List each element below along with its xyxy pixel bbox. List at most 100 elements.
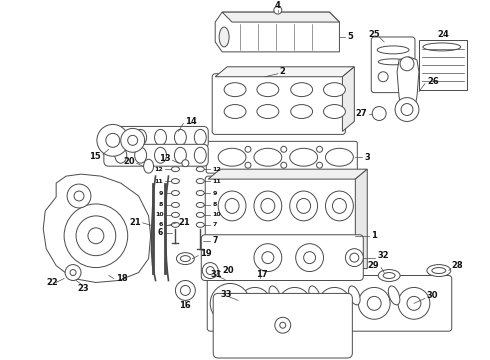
FancyBboxPatch shape [104, 126, 208, 148]
Ellipse shape [172, 167, 179, 172]
Polygon shape [43, 174, 150, 283]
Circle shape [395, 98, 419, 121]
Text: 21: 21 [178, 218, 190, 227]
Ellipse shape [115, 129, 127, 145]
Text: 10: 10 [212, 212, 221, 217]
Ellipse shape [224, 104, 246, 118]
Text: 7: 7 [212, 222, 217, 227]
Ellipse shape [154, 129, 167, 145]
Circle shape [248, 296, 262, 310]
Circle shape [407, 296, 421, 310]
Ellipse shape [423, 43, 461, 51]
Ellipse shape [290, 148, 318, 166]
Circle shape [245, 162, 251, 168]
Ellipse shape [196, 212, 204, 217]
Circle shape [367, 296, 381, 310]
FancyBboxPatch shape [371, 37, 415, 93]
Ellipse shape [325, 148, 353, 166]
Ellipse shape [195, 147, 206, 163]
Polygon shape [208, 169, 367, 179]
Ellipse shape [172, 212, 179, 217]
Text: 30: 30 [427, 291, 439, 300]
FancyBboxPatch shape [205, 176, 358, 271]
Ellipse shape [427, 265, 451, 276]
Text: 25: 25 [368, 31, 380, 40]
Circle shape [64, 204, 128, 267]
Ellipse shape [220, 244, 244, 258]
Text: 9: 9 [212, 190, 217, 195]
Circle shape [210, 283, 250, 323]
Circle shape [401, 104, 413, 116]
Ellipse shape [332, 198, 346, 213]
Ellipse shape [176, 253, 195, 265]
Circle shape [358, 287, 390, 319]
Circle shape [65, 265, 81, 280]
Ellipse shape [172, 222, 179, 227]
Text: 6: 6 [157, 228, 163, 237]
Bar [419, 40, 466, 90]
Circle shape [317, 146, 322, 152]
Ellipse shape [196, 202, 204, 207]
Text: 8: 8 [159, 202, 164, 207]
Circle shape [262, 252, 274, 264]
Ellipse shape [196, 167, 204, 172]
Ellipse shape [432, 267, 446, 274]
Circle shape [398, 287, 430, 319]
Text: 6: 6 [159, 222, 164, 227]
Text: 12: 12 [212, 167, 221, 172]
Ellipse shape [144, 159, 153, 173]
Ellipse shape [291, 104, 313, 118]
Text: 18: 18 [116, 274, 127, 283]
Circle shape [97, 125, 129, 156]
Circle shape [180, 285, 190, 296]
Circle shape [74, 191, 84, 201]
Circle shape [245, 146, 251, 152]
Ellipse shape [378, 270, 400, 282]
Text: 10: 10 [155, 212, 164, 217]
Circle shape [76, 216, 116, 256]
Circle shape [175, 280, 196, 300]
Ellipse shape [174, 147, 186, 163]
Polygon shape [215, 12, 340, 52]
Polygon shape [215, 67, 354, 77]
Circle shape [88, 228, 104, 244]
Ellipse shape [254, 148, 282, 166]
Ellipse shape [219, 27, 229, 47]
Ellipse shape [195, 129, 206, 145]
Circle shape [128, 135, 138, 145]
Text: 31: 31 [210, 270, 222, 279]
FancyBboxPatch shape [104, 144, 208, 166]
Ellipse shape [257, 104, 279, 118]
Text: 26: 26 [427, 77, 439, 86]
FancyBboxPatch shape [213, 293, 352, 358]
Circle shape [220, 293, 240, 313]
Text: 16: 16 [179, 301, 191, 310]
Text: 2: 2 [280, 67, 286, 76]
Ellipse shape [225, 198, 239, 213]
Circle shape [400, 57, 414, 71]
Circle shape [226, 300, 234, 307]
Ellipse shape [154, 147, 167, 163]
Circle shape [239, 287, 271, 319]
Text: 11: 11 [155, 179, 164, 184]
Circle shape [317, 162, 322, 168]
Circle shape [274, 6, 282, 14]
Ellipse shape [378, 59, 408, 65]
Text: 5: 5 [347, 32, 353, 41]
Text: 11: 11 [212, 179, 221, 184]
Text: 4: 4 [275, 1, 281, 10]
Ellipse shape [292, 244, 316, 258]
Circle shape [279, 287, 311, 319]
Circle shape [206, 266, 214, 275]
Circle shape [121, 129, 145, 152]
Ellipse shape [115, 147, 127, 163]
Ellipse shape [350, 253, 359, 262]
Text: 17: 17 [256, 270, 268, 279]
Text: 20: 20 [123, 157, 135, 166]
Polygon shape [397, 57, 419, 117]
Ellipse shape [325, 191, 353, 221]
Ellipse shape [383, 273, 395, 279]
Text: 27: 27 [356, 109, 367, 118]
Text: 24: 24 [437, 31, 449, 40]
FancyBboxPatch shape [206, 141, 357, 173]
